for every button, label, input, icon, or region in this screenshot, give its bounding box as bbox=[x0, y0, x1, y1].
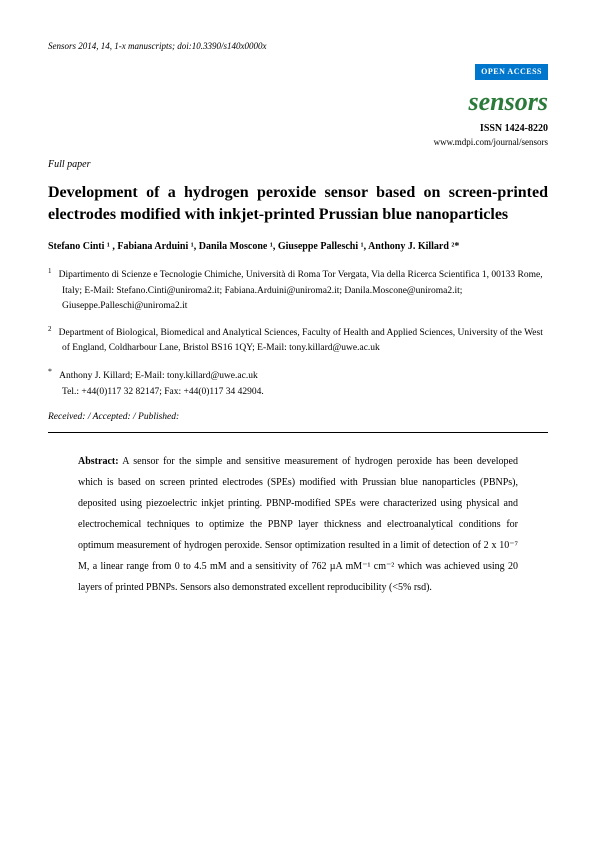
authors-line: Stefano Cinti ¹ , Fabiana Arduini ¹, Dan… bbox=[48, 239, 548, 254]
paper-type: Full paper bbox=[48, 157, 548, 172]
separator-line bbox=[48, 432, 548, 433]
open-access-badge: OPEN ACCESS bbox=[475, 64, 548, 80]
authors-text: Stefano Cinti ¹ , Fabiana Arduini ¹, Dan… bbox=[48, 241, 459, 252]
dates-line: Received: / Accepted: / Published: bbox=[48, 410, 548, 424]
journal-name: sensors bbox=[48, 82, 548, 121]
open-access-row: OPEN ACCESS bbox=[48, 64, 548, 80]
correspondence-text: Anthony J. Killard; E-Mail: tony.killard… bbox=[59, 372, 264, 397]
abstract-text: A sensor for the simple and sensitive me… bbox=[78, 456, 518, 593]
affiliation-2: 2 Department of Biological, Biomedical a… bbox=[48, 324, 548, 357]
issn-line: ISSN 1424-8220 bbox=[48, 121, 548, 136]
abstract-block: Abstract: A sensor for the simple and se… bbox=[48, 451, 548, 598]
affiliation-2-sup: 2 bbox=[48, 325, 52, 333]
affiliation-1-sup: 1 bbox=[48, 267, 52, 275]
correspondence: * Anthony J. Killard; E-Mail: tony.killa… bbox=[48, 366, 548, 400]
journal-url: www.mdpi.com/journal/sensors bbox=[48, 136, 548, 150]
correspondence-sup: * bbox=[48, 367, 52, 376]
citation-text: Sensors 2014, 14, 1-x manuscripts; doi:1… bbox=[48, 41, 266, 51]
citation-line: Sensors 2014, 14, 1-x manuscripts; doi:1… bbox=[48, 40, 548, 54]
abstract-label: Abstract: bbox=[78, 456, 119, 467]
affiliation-2-text: Department of Biological, Biomedical and… bbox=[59, 328, 543, 353]
paper-title: Development of a hydrogen peroxide senso… bbox=[48, 182, 548, 225]
affiliation-1-text: Dipartimento di Scienze e Tecnologie Chi… bbox=[59, 270, 543, 310]
affiliation-1: 1 Dipartimento di Scienze e Tecnologie C… bbox=[48, 266, 548, 314]
